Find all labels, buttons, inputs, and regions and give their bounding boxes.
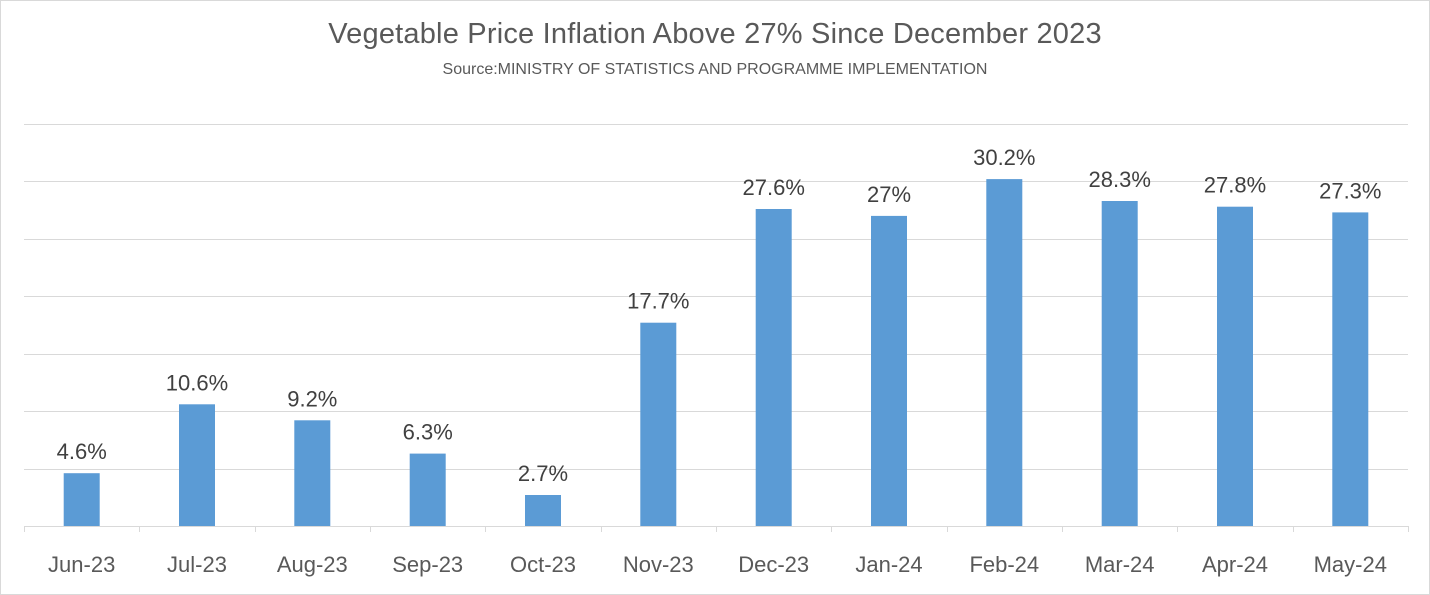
bar [986, 179, 1023, 526]
data-label: 30.2% [973, 145, 1035, 170]
x-tick-label: May-24 [1314, 552, 1387, 577]
x-tick-label: Dec-23 [738, 552, 809, 577]
data-label: 4.6% [57, 439, 107, 464]
x-tick-label: Aug-23 [277, 552, 348, 577]
bar [1332, 212, 1369, 526]
bar [755, 209, 792, 526]
x-tick-label: Jan-24 [855, 552, 922, 577]
bar [63, 473, 100, 526]
data-label: 6.3% [403, 420, 453, 445]
data-label: 10.6% [166, 370, 228, 395]
chart-subtitle: Source:MINISTRY OF STATISTICS AND PROGRA… [442, 61, 988, 78]
x-tick-label: Oct-23 [510, 552, 576, 577]
bar [640, 322, 677, 526]
bar [409, 453, 446, 526]
bar [871, 215, 907, 526]
x-tick-label: Apr-24 [1202, 552, 1268, 577]
data-label: 17.7% [627, 289, 689, 314]
x-tick-label: Feb-24 [969, 552, 1039, 577]
x-tick-label: Mar-24 [1085, 552, 1155, 577]
bar [525, 495, 561, 526]
x-tick-label: Jun-23 [48, 552, 115, 577]
bar [294, 420, 331, 526]
x-tick-label: Sep-23 [392, 552, 463, 577]
data-label: 27.8% [1204, 173, 1266, 198]
data-label: 27% [867, 182, 911, 207]
data-label: 27.6% [743, 175, 805, 200]
data-label: 2.7% [518, 461, 568, 486]
data-label: 27.3% [1319, 178, 1381, 203]
data-label: 28.3% [1089, 167, 1151, 192]
x-tick-label: Nov-23 [623, 552, 694, 577]
bar [1101, 201, 1138, 526]
bar [1217, 206, 1253, 526]
data-label: 9.2% [287, 386, 337, 411]
chart-title: Vegetable Price Inflation Above 27% Sinc… [328, 18, 1102, 50]
bar [179, 404, 215, 526]
x-tick-label: Jul-23 [167, 552, 227, 577]
